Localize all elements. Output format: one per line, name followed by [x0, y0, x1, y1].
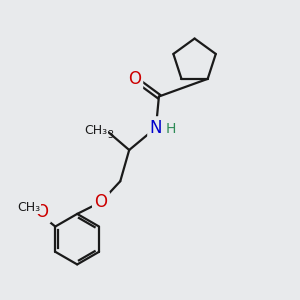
Text: H: H: [166, 122, 176, 136]
Text: N: N: [150, 119, 162, 137]
Text: O: O: [94, 193, 107, 211]
Text: CH: CH: [87, 123, 105, 136]
Text: CH₃: CH₃: [18, 201, 41, 214]
Text: CH₃: CH₃: [84, 124, 107, 137]
Text: 3: 3: [108, 130, 114, 140]
Text: O: O: [128, 70, 141, 88]
Text: O: O: [35, 203, 48, 221]
